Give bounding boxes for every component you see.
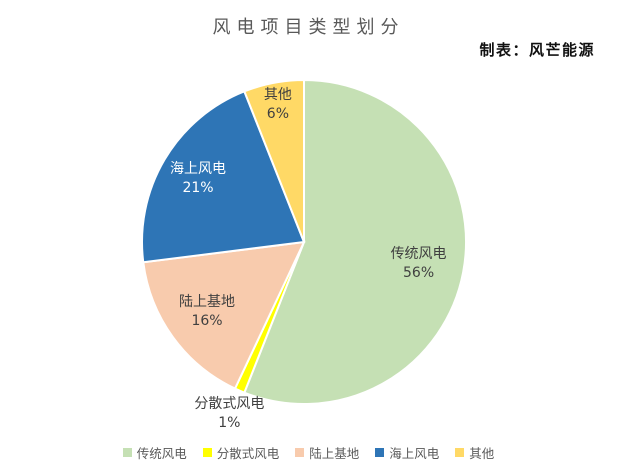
chart-title: 风电项目类型划分	[212, 17, 405, 38]
legend-label: 分散式风电	[216, 446, 280, 461]
pie-slice-label: 传统风电 56%	[391, 245, 447, 283]
pie-slice-label-name: 其他	[263, 87, 292, 104]
legend-item-4[interactable]: 海上风电	[375, 443, 439, 462]
pie-slice-label-percent: 1%	[218, 415, 241, 432]
pie-slice-label-name: 海上风电	[170, 161, 227, 178]
pie-slice-label-name: 陆上基地	[179, 294, 235, 311]
legend-label: 陆上基地	[309, 446, 360, 461]
pie-slice-1[interactable]	[243, 78, 468, 405]
chart-legend: 传统风电 分散式风电 陆上基地 海上风电 其他	[0, 443, 617, 462]
legend-label: 海上风电	[389, 446, 440, 461]
pie-slice-4[interactable]	[141, 90, 306, 264]
pie-slice-3[interactable]	[142, 240, 306, 390]
legend-item-2[interactable]: 分散式风电	[202, 443, 280, 462]
legend-swatch	[295, 448, 305, 457]
legend-label: 传统风电	[136, 446, 187, 461]
legend-item-1[interactable]: 传统风电	[122, 443, 187, 462]
pie-slice-label: 分散式风电 1%	[194, 395, 264, 433]
pie-slice-label-percent: 21%	[182, 180, 214, 197]
legend-swatch	[375, 448, 385, 457]
pie-slice-label: 海上风电 21%	[170, 160, 226, 198]
pie-slice-label-percent: 16%	[191, 313, 223, 330]
chart-credit: 制表：风芒能源	[479, 41, 595, 59]
legend-swatch	[202, 448, 212, 457]
pie-slice-label-percent: 6%	[266, 106, 289, 123]
pie-slice-label: 其他 6%	[264, 86, 292, 124]
pie-slice-label-name: 分散式风电	[194, 396, 265, 413]
legend-label: 其他	[469, 446, 495, 461]
legend-item-3[interactable]: 陆上基地	[295, 443, 359, 462]
pie-slice-5[interactable]	[243, 78, 305, 243]
pie-slice-label-name: 传统风电	[390, 245, 447, 262]
legend-swatch	[455, 448, 465, 457]
legend-item-5[interactable]: 其他	[455, 443, 494, 462]
pie-slice-label: 陆上基地 16%	[179, 293, 235, 331]
pie-slice-label-percent: 56%	[403, 264, 435, 281]
legend-swatch	[122, 448, 132, 457]
